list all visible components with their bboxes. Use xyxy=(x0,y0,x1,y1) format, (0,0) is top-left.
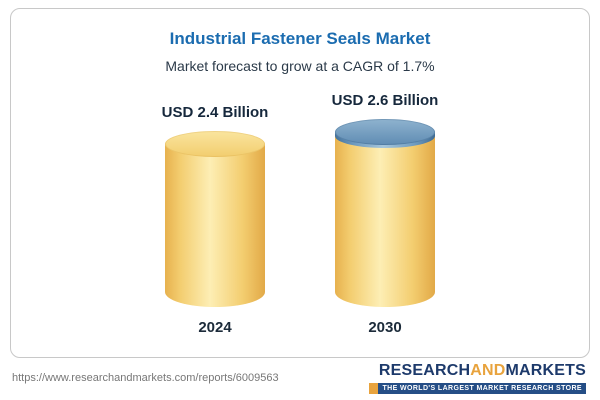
year-label-2030: 2030 xyxy=(368,319,402,336)
logo-word-research: RESEARCH xyxy=(378,362,471,379)
cylinder-top-ellipse-blue xyxy=(335,119,435,145)
logo-word-markets: MARKETS xyxy=(505,362,586,379)
cylinder-body xyxy=(335,132,435,307)
chart-subtitle: Market forecast to grow at a CAGR of 1.7… xyxy=(165,58,435,74)
page-title: Industrial Fastener Seals Market xyxy=(169,29,431,48)
cylinder-top-ellipse xyxy=(165,131,265,157)
tagline-gold-square xyxy=(369,383,379,394)
bar-cylinder-2024 xyxy=(165,131,265,307)
logo-tagline: THE WORLD'S LARGEST MARKET RESEARCH STOR… xyxy=(378,383,586,394)
value-label-2024: USD 2.4 Billion xyxy=(161,104,269,121)
cylinder-body xyxy=(165,144,265,307)
logo-tagline-row: THE WORLD'S LARGEST MARKET RESEARCH STOR… xyxy=(369,383,586,394)
year-label-2024: 2024 xyxy=(198,319,232,336)
logo-wordmark: RESEARCHANDMARKETS xyxy=(369,362,586,380)
footer: https://www.researchandmarkets.com/repor… xyxy=(12,362,586,394)
chart-area: USD 2.4 Billion 2024 USD 2.6 Billion 203… xyxy=(11,88,589,336)
bar-cylinder-2030 xyxy=(335,119,435,307)
chart-card: Industrial Fastener Seals Market Market … xyxy=(10,8,590,358)
bar-group-2030: USD 2.6 Billion 2030 xyxy=(325,92,445,336)
logo-word-and: AND xyxy=(470,362,506,379)
value-label-2030: USD 2.6 Billion xyxy=(331,92,439,109)
source-url: https://www.researchandmarkets.com/repor… xyxy=(12,372,279,384)
research-and-markets-logo: RESEARCHANDMARKETS THE WORLD'S LARGEST M… xyxy=(369,362,586,394)
bar-group-2024: USD 2.4 Billion 2024 xyxy=(155,104,275,336)
